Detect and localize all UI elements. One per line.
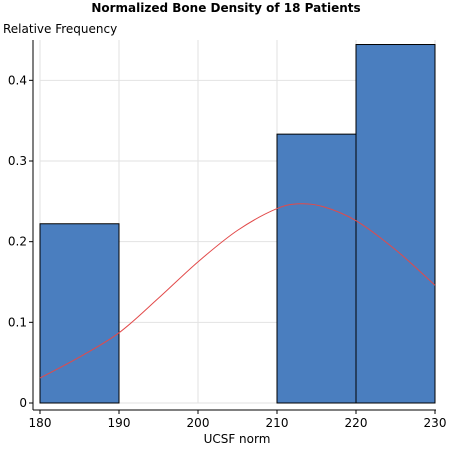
curve-layer — [39, 203, 436, 379]
x-axis-label: UCSF norm — [204, 432, 271, 446]
x-tick-label-0: 180 — [29, 416, 52, 430]
x-tick-label-1: 190 — [108, 416, 131, 430]
histogram-bar-4 — [355, 44, 436, 404]
histogram-bar-0 — [39, 223, 120, 404]
x-tick-label-5: 230 — [424, 416, 447, 430]
y-tick-label-2: 0.2 — [8, 235, 27, 249]
bars-layer — [39, 44, 436, 404]
x-tick-label-3: 210 — [266, 416, 289, 430]
chart-title: Normalized Bone Density of 18 Patients — [91, 1, 360, 15]
x-tick-label-2: 200 — [187, 416, 210, 430]
y-tick-label-4: 0.4 — [8, 73, 27, 87]
density-curve — [39, 203, 436, 379]
y-tick-label-1: 0.1 — [8, 315, 27, 329]
histogram-bar-3 — [276, 133, 357, 404]
y-axis-label: Relative Frequency — [3, 22, 117, 36]
axis-layer: 180 190 200 210 220 230 0 0.1 0.2 0.3 0.4 — [8, 40, 447, 430]
y-tick-label-0: 0 — [19, 396, 27, 410]
y-tick-label-3: 0.3 — [8, 154, 27, 168]
x-tick-label-4: 220 — [345, 416, 368, 430]
